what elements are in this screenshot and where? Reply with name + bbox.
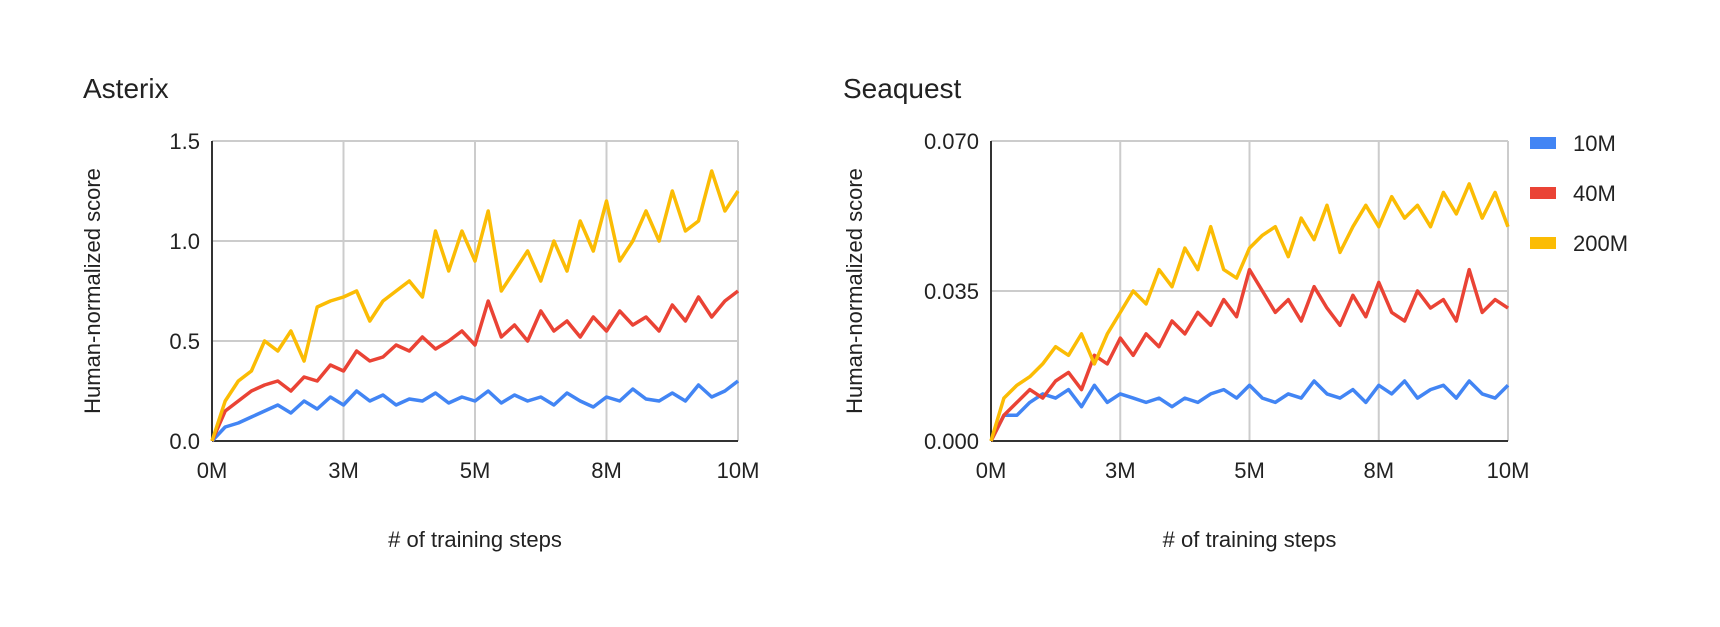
y-tick-label: 0.5 [169, 329, 200, 354]
legend-label: 40M [1573, 181, 1616, 206]
x-tick-label: 0M [976, 458, 1007, 483]
chart-title: Asterix [83, 73, 169, 104]
legend-label: 200M [1573, 231, 1628, 256]
legend-label: 10M [1573, 131, 1616, 156]
legend: 10M 40M 200M [1530, 131, 1628, 256]
y-axis-title: Human-normalized score [842, 168, 867, 414]
y-tick-label: 0.070 [924, 129, 979, 154]
legend-swatch-10m [1530, 137, 1556, 149]
x-tick-label: 3M [328, 458, 359, 483]
x-tick-label: 10M [717, 458, 760, 483]
y-tick-label: 1.0 [169, 229, 200, 254]
y-tick-label: 0.000 [924, 429, 979, 454]
series-line-200m [210, 169, 740, 442]
x-tick-label: 5M [1234, 458, 1265, 483]
y-tick-label: 1.5 [169, 129, 200, 154]
chart-asterix: Asterix 0.0 0.5 1.0 1.5 0M 3M 5M 8M 10M # of train… [80, 73, 759, 552]
series-line-10m [210, 379, 740, 443]
series-line-40m [989, 267, 1509, 442]
y-axis-title: Human-normalized score [80, 168, 105, 414]
x-tick-label: 8M [591, 458, 622, 483]
legend-swatch-40m [1530, 187, 1556, 199]
y-tick-label: 0.0 [169, 429, 200, 454]
series-line-200m [989, 182, 1510, 442]
chart-seaquest: Seaquest 0.000 0.035 0.070 0M 3M 5M 8M 10M # of t… [842, 73, 1529, 552]
x-tick-label: 3M [1105, 458, 1136, 483]
x-axis-title: # of training steps [1163, 527, 1337, 552]
series-line-40m [210, 289, 740, 442]
series-line-10m [989, 379, 1510, 442]
y-tick-label: 0.035 [924, 279, 979, 304]
chart-title: Seaquest [843, 73, 962, 104]
x-axis-title: # of training steps [388, 527, 562, 552]
x-tick-label: 10M [1487, 458, 1530, 483]
x-tick-label: 0M [197, 458, 228, 483]
x-tick-label: 5M [460, 458, 491, 483]
x-tick-label: 8M [1363, 458, 1394, 483]
legend-swatch-200m [1530, 237, 1556, 249]
